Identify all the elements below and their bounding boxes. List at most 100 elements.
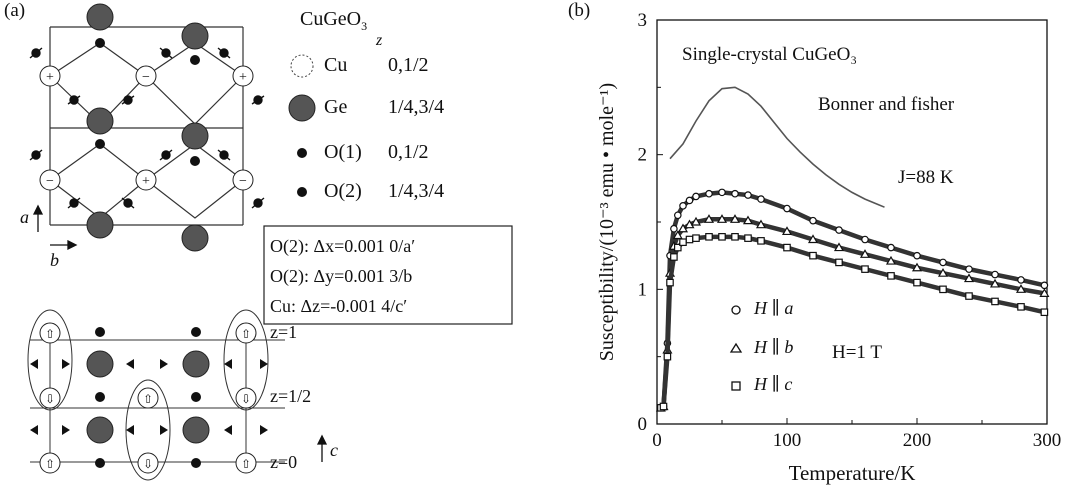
svg-text:⇩: ⇩ [241, 392, 251, 406]
data-point-c [809, 251, 817, 260]
y-axis-label: Susceptibility/(10⁻³ emu • mole⁻¹) [596, 83, 618, 361]
data-point-c [718, 233, 726, 241]
x-axis-label: Temperature/K [789, 461, 916, 485]
susceptibility-chart: 0 100 200 300 0 1 2 3 Temperature/K Susceptibilit… [596, 10, 1061, 485]
data-point-b [684, 219, 695, 229]
data-point-c [913, 278, 921, 287]
svg-text:−: − [239, 174, 247, 189]
data-point-c [783, 243, 791, 252]
data-point-a [1017, 276, 1025, 284]
series-line-1 [659, 217, 1045, 410]
z-level-1: z=1 [270, 322, 298, 342]
data-point-a [744, 191, 752, 199]
data-point-c [1040, 308, 1049, 317]
data-point-a [913, 251, 921, 260]
data-point-c [861, 265, 869, 273]
data-point-c [744, 234, 752, 242]
crystal-structure-diagram: + − + − + − ⇧ ⇧ ⇩ ⇧ ⇩ ⇧ ⇩ ⇧ [27, 3, 513, 481]
data-point-c [965, 292, 973, 300]
data-point-c [731, 233, 739, 241]
x-tick-label: 0 [652, 430, 662, 451]
data-point-c [679, 238, 687, 247]
displacement-line-3: Cu: Δz=-0.001 4/c′ [270, 296, 408, 316]
displacement-box: O(2): Δx=0.001 0/a′ O(2): Δy=0.001 3/b C… [270, 231, 415, 321]
data-point-a [670, 224, 678, 233]
data-point-c [939, 285, 947, 294]
axis-b-label: b [50, 250, 59, 270]
compound-name: CuGeO3 [300, 8, 368, 33]
legend-cu-z: 0,1/2 [388, 54, 429, 76]
data-point-c [659, 402, 668, 411]
y-tick-label: 1 [638, 279, 648, 300]
panel-a-label: (a) [4, 0, 26, 21]
series-line-2 [659, 234, 1045, 410]
data-point-a [731, 189, 739, 198]
data-point-a [939, 258, 947, 267]
x-tick-label: 100 [773, 430, 802, 451]
data-point-c [1017, 303, 1025, 311]
data-point-a [692, 192, 700, 201]
data-point-b [729, 214, 741, 223]
x-tick-label: 200 [903, 430, 932, 451]
data-point-b [937, 267, 949, 277]
chart-title: Single-crystal CuGeO₃ [682, 44, 857, 65]
legend-ge-z: 1/4,3/4 [388, 96, 445, 118]
data-point-a [757, 195, 765, 203]
legend-o1-z: 0,1/2 [388, 141, 429, 163]
data-point-c [705, 233, 713, 241]
displacement-line-2: O(2): Δy=0.001 3/b [270, 266, 413, 286]
axis-c-label: c [330, 440, 338, 460]
data-point-a [861, 235, 869, 244]
data-point-c [666, 278, 674, 287]
y-tick-label: 3 [638, 10, 648, 31]
svg-text:⇩: ⇩ [45, 392, 55, 406]
j-label: J=88 K [898, 167, 954, 188]
data-point-b [755, 219, 767, 229]
data-point-b [781, 226, 793, 236]
data-point-c [991, 297, 999, 306]
legend-o2-z: 1/4,3/4 [388, 180, 445, 202]
z-header: z [376, 32, 383, 49]
data-point-c [757, 237, 765, 245]
data-point-b [885, 255, 897, 265]
data-point-a [1040, 281, 1049, 290]
svg-text:−: − [142, 70, 150, 85]
data-point-b [742, 215, 754, 225]
legend-o1-label: O(1) [324, 141, 362, 163]
z-level-0: z=0 [270, 452, 298, 472]
data-point-b [859, 249, 871, 258]
data-point-b [807, 234, 819, 244]
legend-marker-b [729, 342, 743, 353]
data-point-c [670, 253, 678, 261]
data-point-b [989, 278, 1001, 288]
data-point-b [1039, 288, 1050, 297]
data-point-a [705, 189, 713, 198]
svg-text:−: − [46, 174, 54, 189]
legend-o2-label: O(2) [324, 180, 362, 202]
data-point-b [1015, 284, 1027, 293]
svg-text:⇧: ⇧ [143, 392, 153, 406]
data-point-a [887, 243, 895, 252]
y-tick-label: 2 [638, 145, 648, 166]
data-point-a [809, 216, 817, 225]
svg-text:⇧: ⇧ [241, 327, 251, 341]
data-point-b [672, 230, 683, 240]
data-point-c [663, 352, 672, 361]
svg-text:⇧: ⇧ [45, 327, 55, 341]
ge-atoms [86, 3, 209, 252]
legend-cu-label: Cu [324, 54, 348, 76]
data-point-b [716, 214, 728, 223]
data-point-a [674, 211, 682, 220]
data-point-a [991, 270, 999, 279]
svg-text:+: + [142, 174, 150, 189]
data-point-a [835, 226, 843, 234]
legend-h-a: H ∥ a [754, 298, 794, 318]
legend-h-b: H ∥ b [754, 337, 794, 357]
data-point-c [692, 234, 700, 242]
displacement-line-1: O(2): Δx=0.001 0/a′ [270, 236, 416, 256]
data-point-c [887, 272, 895, 280]
data-point-c [685, 235, 694, 244]
data-point-a [718, 188, 726, 197]
svg-text:⇩: ⇩ [143, 457, 153, 471]
field-label: H=1 T [832, 342, 882, 363]
